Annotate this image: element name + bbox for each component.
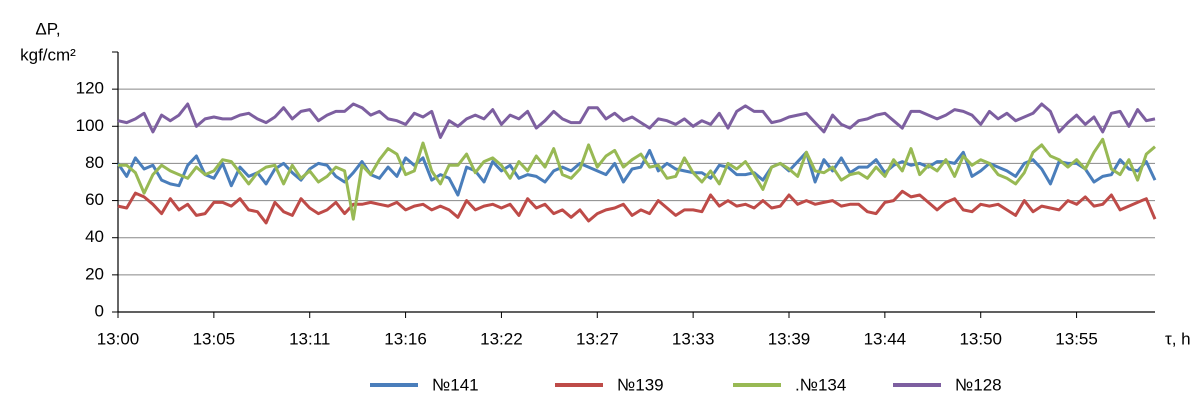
series-line <box>117 189 1157 225</box>
x-tick-label: 13:55 <box>1055 329 1098 348</box>
legend-label: №141 <box>432 375 479 394</box>
x-tick-label: 13:27 <box>576 329 619 348</box>
y-tick-label: 60 <box>85 190 104 209</box>
y-tick-label: 120 <box>76 79 104 98</box>
y-axis-label: kgf/cm² <box>20 45 76 64</box>
x-tick-label: 13:00 <box>97 329 140 348</box>
x-tick-label: 13:44 <box>864 329 907 348</box>
x-tick-label: 13:05 <box>193 329 236 348</box>
y-tick-label: 20 <box>85 264 104 283</box>
x-axis-label: τ, h <box>1165 329 1191 348</box>
x-tick-label: 13:50 <box>959 329 1002 348</box>
series-line <box>118 137 1156 221</box>
legend-label: №139 <box>617 375 664 394</box>
x-tick-label: 13:39 <box>768 329 811 348</box>
legend-label: .№134 <box>795 375 846 394</box>
y-tick-label: 40 <box>85 227 104 246</box>
y-tick-label: 80 <box>85 153 104 172</box>
x-tick-label: 13:22 <box>480 329 523 348</box>
x-tick-label: 13:33 <box>672 329 715 348</box>
y-axis-label: ΔP, <box>35 19 60 38</box>
x-tick-label: 13:16 <box>384 329 427 348</box>
x-tick-label: 13:11 <box>289 329 330 348</box>
series-line <box>117 102 1156 139</box>
y-tick-label: 100 <box>76 116 104 135</box>
y-tick-label: 0 <box>95 301 104 320</box>
legend-label: №128 <box>955 375 1002 394</box>
